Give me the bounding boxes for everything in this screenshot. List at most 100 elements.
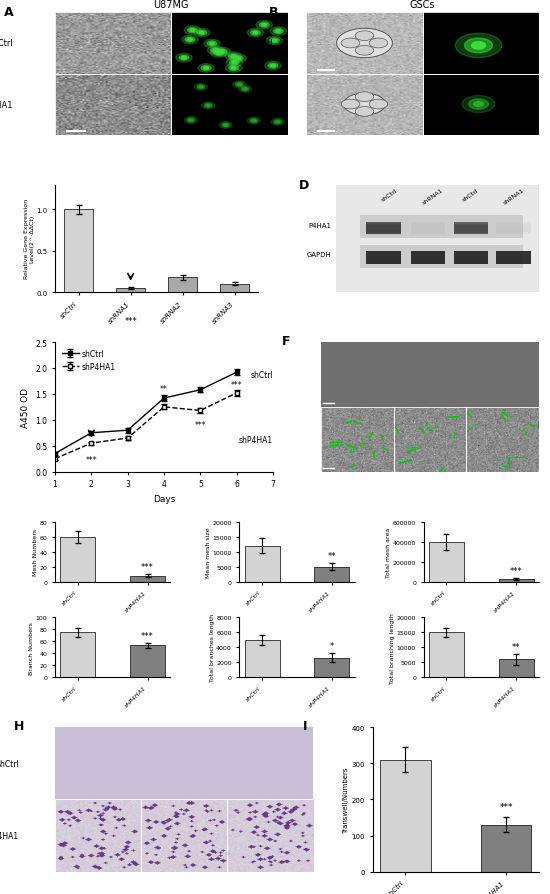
Bar	[245, 546, 279, 582]
Text: shCtrl: shCtrl	[249, 39, 274, 48]
Text: shCtrl: shCtrl	[250, 370, 273, 380]
Bar	[422, 74, 539, 135]
Text: ***: ***	[499, 802, 513, 811]
Bar	[422, 74, 539, 135]
Bar	[454, 224, 488, 233]
Circle shape	[229, 66, 239, 72]
Bar	[321, 408, 394, 472]
Y-axis label: Branch Numbers: Branch Numbers	[29, 621, 34, 674]
Bar	[481, 825, 531, 872]
Circle shape	[337, 30, 392, 58]
Bar	[141, 799, 227, 872]
Text: shP4HA1: shP4HA1	[0, 831, 19, 840]
Text: shCtrl: shCtrl	[461, 188, 480, 202]
Circle shape	[271, 65, 276, 68]
Text: *: *	[126, 437, 130, 446]
Circle shape	[273, 30, 283, 35]
Text: shP4HA1: shP4HA1	[236, 100, 274, 109]
Circle shape	[205, 105, 212, 108]
Bar	[466, 408, 539, 472]
Text: P4HA1: P4HA1	[309, 224, 332, 229]
Text: ***: ***	[195, 421, 206, 430]
Circle shape	[276, 122, 279, 123]
Bar	[366, 224, 401, 233]
Bar	[172, 74, 288, 135]
Text: shP4HA1: shP4HA1	[0, 100, 13, 109]
Bar	[496, 224, 531, 234]
Circle shape	[185, 38, 195, 43]
Bar	[172, 13, 288, 74]
Circle shape	[202, 103, 215, 110]
Text: I: I	[302, 719, 307, 732]
Bar	[411, 226, 446, 236]
Text: B: B	[269, 6, 279, 19]
Circle shape	[274, 121, 282, 125]
Bar	[55, 872, 141, 894]
Circle shape	[194, 84, 207, 91]
Bar	[496, 252, 531, 265]
Text: shCtrl: shCtrl	[0, 39, 13, 48]
Circle shape	[237, 84, 241, 86]
Y-axis label: Relative Gene Expression
Level(2^-ΔΔCt): Relative Gene Expression Level(2^-ΔΔCt)	[24, 199, 35, 279]
Circle shape	[236, 58, 241, 61]
Text: shCtrl: shCtrl	[0, 759, 19, 768]
Circle shape	[465, 39, 492, 54]
Bar	[496, 223, 531, 235]
Circle shape	[190, 30, 195, 32]
Circle shape	[232, 62, 237, 64]
Bar	[466, 472, 539, 536]
Text: shRNA1: shRNA1	[502, 188, 525, 206]
Text: GAPDH: GAPDH	[307, 252, 332, 258]
Circle shape	[216, 53, 221, 55]
Circle shape	[211, 48, 221, 54]
Bar	[496, 224, 531, 233]
Text: shRNA1: shRNA1	[421, 188, 444, 206]
Circle shape	[455, 34, 502, 58]
Bar	[499, 579, 534, 582]
Circle shape	[266, 38, 283, 46]
Circle shape	[474, 102, 483, 107]
Bar	[227, 799, 313, 872]
Text: **: **	[512, 642, 520, 651]
Circle shape	[231, 68, 236, 70]
Circle shape	[369, 39, 388, 49]
Bar	[130, 645, 165, 678]
Circle shape	[199, 32, 204, 35]
Bar	[227, 872, 313, 894]
Circle shape	[225, 53, 241, 62]
Bar	[429, 633, 464, 678]
Text: **: **	[328, 552, 336, 561]
Circle shape	[229, 61, 239, 66]
Text: ***: ***	[141, 562, 154, 571]
Bar	[411, 224, 446, 233]
Bar	[454, 252, 488, 265]
Circle shape	[355, 46, 374, 56]
Circle shape	[462, 97, 495, 114]
Y-axis label: Total branches length: Total branches length	[210, 613, 215, 681]
Y-axis label: A450 OD: A450 OD	[21, 387, 30, 427]
Bar	[315, 567, 349, 582]
Bar	[496, 224, 531, 233]
Legend: shCtrl, shP4HA1: shCtrl, shP4HA1	[59, 347, 119, 375]
Text: ***: ***	[141, 631, 154, 640]
Circle shape	[241, 88, 249, 92]
Circle shape	[207, 42, 217, 47]
Bar	[130, 576, 165, 582]
Bar	[429, 542, 464, 582]
Bar	[306, 13, 422, 74]
Circle shape	[471, 43, 486, 50]
Circle shape	[230, 55, 246, 63]
Text: shP4HA1: shP4HA1	[239, 435, 273, 444]
Bar	[60, 537, 95, 582]
Circle shape	[341, 39, 360, 49]
Circle shape	[270, 38, 279, 44]
Text: A: A	[4, 6, 13, 19]
Circle shape	[344, 94, 386, 116]
Bar	[454, 223, 488, 235]
Circle shape	[213, 50, 218, 53]
Text: ***: ***	[510, 566, 522, 575]
Bar	[60, 633, 95, 678]
Circle shape	[220, 51, 225, 54]
Bar	[422, 13, 539, 74]
Bar	[411, 225, 446, 235]
